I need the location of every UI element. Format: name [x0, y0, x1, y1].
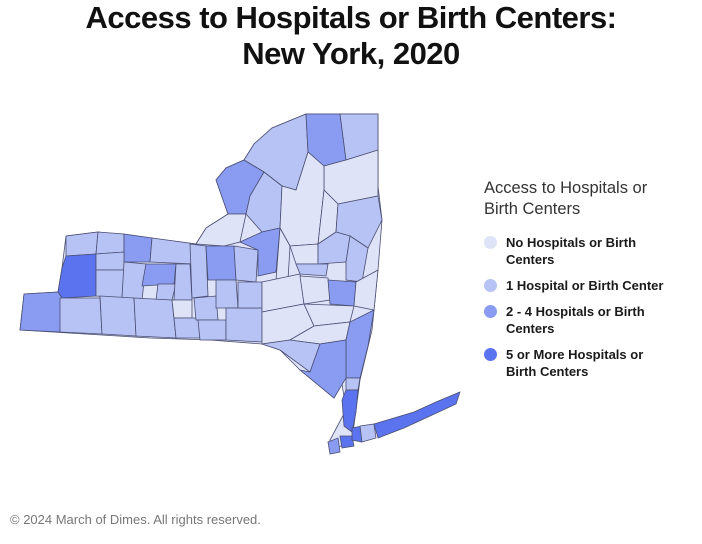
county-cortland: [215, 279, 239, 309]
county-yates: [155, 283, 177, 301]
county-cayuga: [189, 243, 209, 299]
county-rensselaer: [345, 235, 369, 283]
legend-swatch-no-hospitals: [484, 236, 497, 249]
county-oswego: [195, 213, 247, 247]
county-broome: [225, 307, 263, 343]
county-chenango: [237, 281, 263, 309]
title-line-2: New York, 2020: [242, 36, 460, 71]
county-putnam: [345, 377, 361, 391]
county-tompkins: [193, 295, 219, 321]
county-wayne: [149, 237, 197, 265]
legend-swatch-one-hospital: [484, 279, 497, 292]
county-genesee: [95, 251, 125, 271]
county-niagara: [65, 231, 99, 257]
legend-swatch-five-or-more: [484, 348, 497, 361]
county-oneida: [239, 227, 281, 277]
legend-swatch-two-to-four: [484, 305, 497, 318]
county-albany: [327, 279, 357, 307]
county-chautauqua: [19, 291, 63, 333]
county-steuben: [133, 297, 177, 339]
county-allegany: [99, 295, 137, 337]
title-line-1: Access to Hospitals or Birth Centers:: [85, 0, 617, 35]
county-schoharie: [299, 275, 331, 305]
county-wyoming: [95, 269, 125, 299]
county-cattaraugus: [59, 297, 103, 335]
county-schuyler: [171, 299, 193, 319]
legend-item-two-to-four: 2 - 4 Hospitals or Birth Centers: [484, 303, 694, 337]
county-tioga: [197, 319, 227, 341]
county-chemung: [173, 317, 201, 339]
county-seneca: [173, 263, 193, 301]
county-orleans: [95, 231, 125, 255]
legend-title: Access to Hospitals or Birth Centers: [484, 179, 648, 218]
county-monroe: [123, 233, 153, 263]
county-madison: [233, 245, 259, 283]
county-livingston: [121, 261, 147, 301]
legend: Access to Hospitals or Birth Centers No …: [484, 178, 694, 389]
map-title: Access to Hospitals or Birth Centers: Ne…: [0, 0, 702, 72]
county-brooklyn: [339, 435, 355, 449]
legend-item-no-hospitals: No Hospitals or Birth Centers: [484, 234, 694, 268]
county-suffolk: [373, 391, 461, 439]
county-montgomery: [295, 263, 329, 277]
county-ontario: [141, 263, 177, 287]
county-westchester: [341, 389, 359, 433]
copyright-footer: © 2024 March of Dimes. All rights reserv…: [10, 512, 261, 527]
county-onondaga: [205, 245, 237, 281]
legend-item-one-hospital: 1 Hospital or Birth Center: [484, 277, 694, 294]
county-staten-island: [327, 437, 341, 455]
county-orange: [299, 339, 347, 399]
legend-item-five-or-more: 5 or More Hospitals or Birth Centers: [484, 346, 694, 380]
county-nassau: [359, 423, 377, 443]
